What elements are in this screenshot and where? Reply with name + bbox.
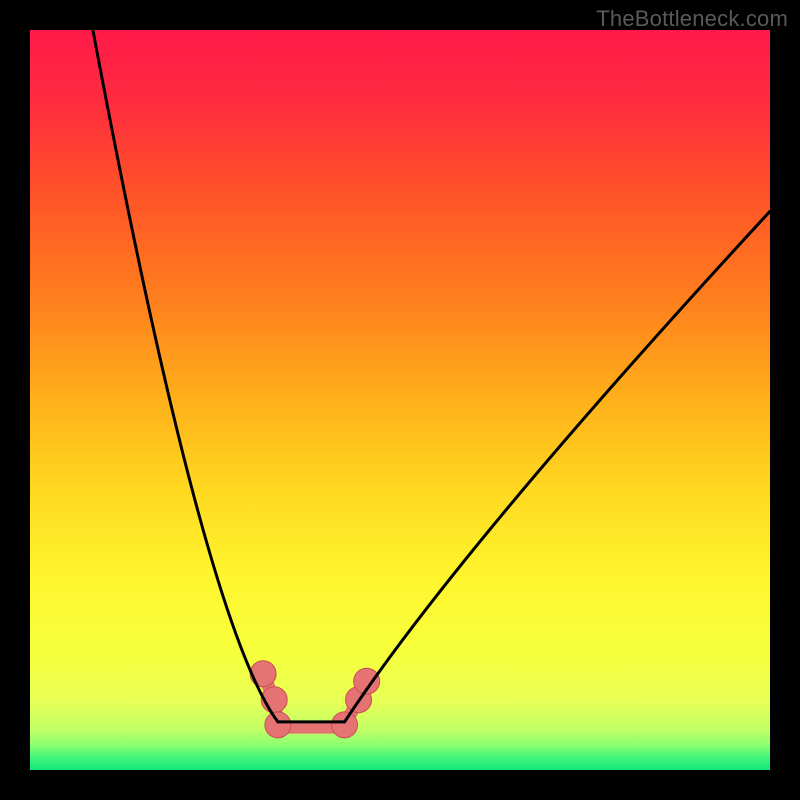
watermark-text: TheBottleneck.com [596, 6, 788, 32]
marker-dot [265, 712, 291, 738]
bottleneck-chart [0, 0, 800, 800]
marker-dot [250, 661, 276, 687]
chart-container: TheBottleneck.com [0, 0, 800, 800]
marker-dot [332, 712, 358, 738]
plot-gradient-background [30, 30, 770, 770]
